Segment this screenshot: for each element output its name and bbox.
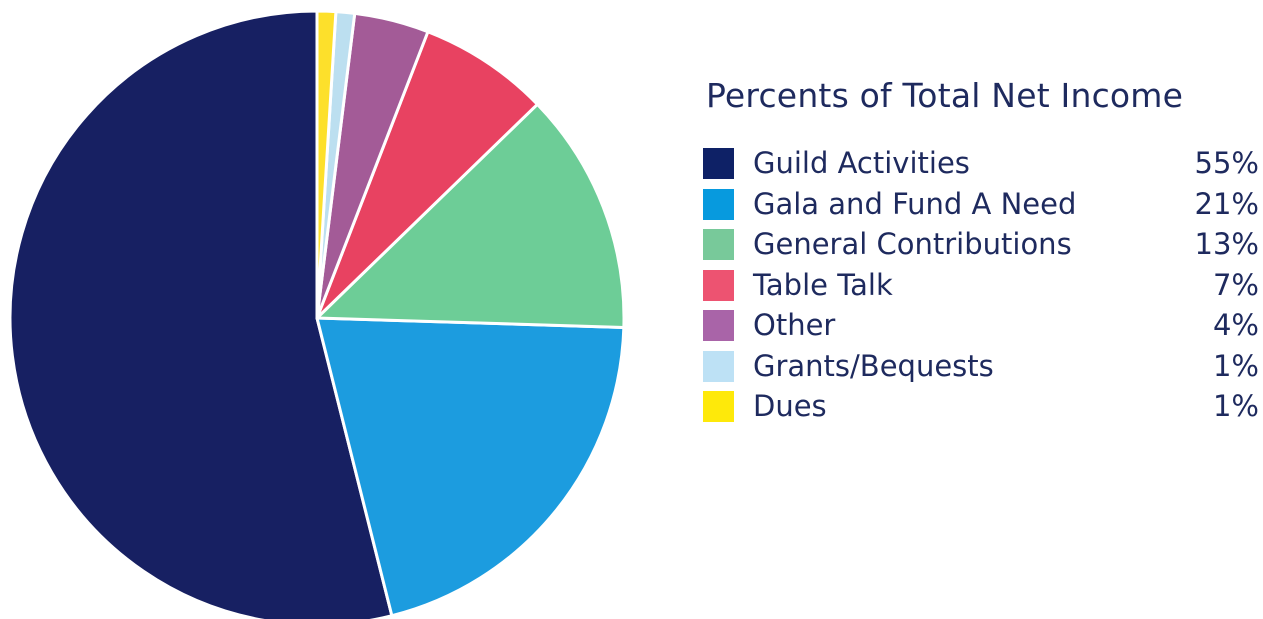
legend-swatch (703, 310, 734, 341)
pie-chart (8, 9, 626, 619)
legend-value: 7% (1212, 267, 1259, 302)
legend-value: 1% (1212, 348, 1259, 383)
legend-swatch (703, 188, 734, 220)
legend-item-other: Other 4% (703, 307, 1259, 348)
legend: Guild Activities 55% Gala and Fund A Nee… (703, 145, 1259, 429)
legend-value: 21% (1194, 186, 1259, 221)
legend-item-gala-and-fund-a-need: Gala and Fund A Need 21% (703, 186, 1259, 227)
legend-value: 4% (1212, 308, 1259, 342)
legend-value: 1% (1212, 389, 1259, 423)
pie-slice-gala-and-fund-a-need (315, 316, 626, 618)
legend-swatch (703, 148, 734, 179)
legend-swatch (703, 269, 734, 301)
legend-item-guild-activities: Guild Activities 55% (703, 145, 1259, 186)
pie-slice-guild-activities (8, 9, 394, 619)
pie-slice-general-contributions (315, 102, 626, 329)
pie-slice-dues (315, 9, 338, 320)
legend-value: 55% (1194, 146, 1259, 180)
legend-label: Table Talk (753, 267, 893, 302)
legend-label: General Contributions (753, 227, 1072, 261)
pie-slice-table-talk (315, 30, 539, 320)
legend-item-grants-bequests: Grants/Bequests 1% (703, 348, 1259, 389)
legend-item-dues: Dues 1% (703, 388, 1259, 429)
legend-label: Dues (753, 389, 827, 423)
legend-label: Gala and Fund A Need (753, 186, 1077, 221)
legend-item-general-contributions: General Contributions 13% (703, 226, 1259, 267)
legend-label: Other (753, 308, 836, 342)
legend-label: Grants/Bequests (753, 348, 994, 383)
legend-item-table-talk: Table Talk 7% (703, 267, 1259, 308)
chart-title: Percents of Total Net Income (706, 76, 1184, 115)
legend-swatch (703, 229, 734, 260)
legend-swatch (703, 391, 734, 422)
legend-label: Guild Activities (753, 146, 970, 180)
legend-swatch (703, 350, 734, 382)
legend-value: 13% (1194, 227, 1259, 261)
